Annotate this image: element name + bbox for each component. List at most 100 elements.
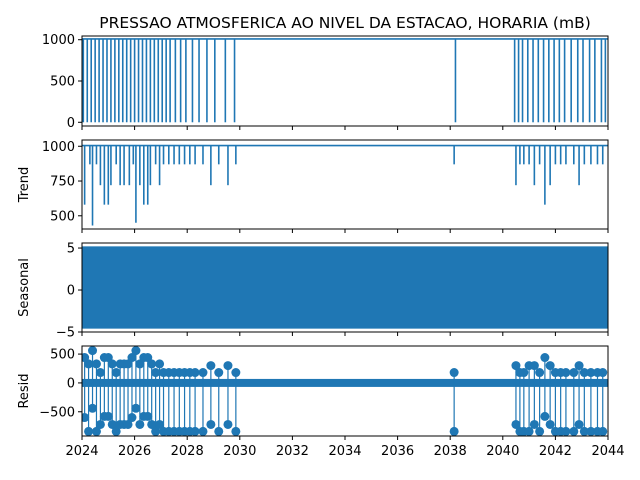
resid-point-lower-30	[223, 419, 233, 429]
resid-point-upper-35	[519, 368, 529, 378]
x-tick-label-10: 2044	[591, 444, 624, 459]
resid-point-lower-44	[569, 426, 579, 436]
panel-trend: 500 750 1000 Trend	[17, 139, 609, 233]
resid-point-upper-43	[561, 368, 571, 378]
resid-point-upper-30	[223, 361, 233, 371]
x-tick-label-9: 2042	[539, 444, 572, 459]
resid-point-upper-31	[231, 368, 241, 378]
resid-point-lower-17	[147, 419, 157, 429]
resid-point-upper-46	[579, 368, 589, 378]
panel-frame-observed	[81, 35, 609, 127]
resid-point-lower-3	[91, 426, 101, 436]
resid-point-lower-45	[574, 419, 584, 429]
resid-point-upper-33	[511, 361, 521, 371]
y-axis-title-trend: Trend	[17, 167, 32, 204]
resid-point-lower-36	[524, 426, 534, 436]
resid-zero-band	[82, 378, 608, 387]
resid-point-upper-49	[598, 368, 608, 378]
resid-point-upper-38	[535, 368, 545, 378]
chart-title: PRESSAO ATMOSFERICA AO NIVEL DA ESTACAO,…	[99, 14, 591, 32]
resid-point-upper-26	[190, 368, 200, 378]
plot-area-observed	[82, 38, 608, 123]
resid-point-lower-26	[190, 426, 200, 436]
y-tick-label-observed-2: 1000	[42, 33, 75, 48]
y-tick-label-seasonal-0: −5	[56, 326, 75, 341]
resid-point-lower-38	[535, 426, 545, 436]
resid-point-lower-0	[82, 413, 90, 423]
resid-point-lower-47	[586, 426, 596, 436]
resid-point-upper-2	[88, 346, 98, 356]
panel-seasonal: −5 0 5 Seasonal	[17, 242, 609, 341]
resid-point-lower-1	[84, 426, 94, 436]
resid-point-upper-40	[545, 361, 555, 371]
resid-point-lower-32	[449, 426, 459, 436]
resid-point-upper-3	[91, 359, 101, 369]
panels-group: 0 500 1000 500 750 1000 Trend −5 0 5 Seasonal −500 0…	[17, 33, 625, 459]
resid-point-lower-27	[198, 426, 208, 436]
seasonal-band	[82, 246, 608, 329]
resid-point-lower-7	[107, 419, 117, 429]
resid-point-lower-28	[206, 419, 216, 429]
plot-area-trend	[82, 144, 608, 226]
x-tick-label-4: 2032	[276, 444, 309, 459]
resid-point-lower-29	[214, 426, 224, 436]
resid-point-upper-13	[131, 346, 141, 356]
y-axis-title-seasonal: Seasonal	[17, 258, 32, 317]
y-tick-label-observed-1: 500	[50, 75, 75, 90]
y-tick-label-trend-1: 750	[50, 175, 75, 190]
resid-point-lower-6	[103, 411, 113, 421]
x-tick-label-2: 2028	[171, 444, 204, 459]
resid-point-upper-39	[540, 353, 550, 363]
y-tick-label-seasonal-1: 0	[67, 284, 75, 299]
y-tick-label-resid-0: −500	[39, 405, 75, 420]
resid-point-upper-12	[127, 353, 137, 363]
x-tick-label-1: 2026	[118, 444, 151, 459]
resid-point-lower-4	[95, 419, 105, 429]
resid-point-lower-2	[88, 403, 98, 413]
resid-point-upper-32	[449, 368, 459, 378]
resid-point-upper-45	[574, 361, 584, 371]
resid-point-upper-28	[206, 361, 216, 371]
plot-area-resid	[82, 346, 608, 436]
y-tick-label-resid-2: 500	[50, 348, 75, 363]
resid-point-lower-13	[131, 403, 141, 413]
y-tick-label-trend-2: 1000	[42, 140, 75, 155]
resid-point-lower-18	[151, 426, 161, 436]
resid-point-lower-49	[598, 426, 608, 436]
x-tick-label-0: 2024	[65, 444, 98, 459]
resid-point-lower-11	[123, 419, 133, 429]
resid-point-lower-8	[111, 426, 121, 436]
y-tick-label-trend-0: 500	[50, 209, 75, 224]
plot-area-seasonal	[82, 246, 608, 329]
panel-observed: 0 500 1000	[42, 33, 609, 131]
resid-point-upper-29	[214, 368, 224, 378]
x-tick-label-3: 2030	[223, 444, 256, 459]
resid-point-lower-33	[511, 419, 521, 429]
y-tick-label-resid-1: 0	[67, 376, 75, 391]
resid-point-lower-40	[545, 419, 555, 429]
resid-point-lower-19	[155, 419, 165, 429]
y-axis-title-resid: Resid	[17, 373, 32, 408]
y-tick-label-seasonal-2: 5	[67, 242, 75, 257]
x-tick-label-8: 2040	[486, 444, 519, 459]
resid-point-upper-7	[107, 359, 117, 369]
resid-point-upper-47	[586, 368, 596, 378]
resid-point-upper-8	[111, 368, 121, 378]
resid-point-upper-4	[95, 368, 105, 378]
resid-point-lower-31	[231, 426, 241, 436]
resid-point-lower-46	[579, 426, 589, 436]
resid-point-upper-44	[569, 368, 579, 378]
resid-point-upper-1	[84, 359, 94, 369]
resid-point-lower-12	[127, 413, 137, 423]
panel-resid: −500 0 500 2024 2026 2028 2030 2032 2034 2036 2038…	[17, 345, 625, 459]
resid-point-lower-37	[529, 419, 539, 429]
resid-point-lower-43	[561, 426, 571, 436]
x-tick-label-7: 2038	[434, 444, 467, 459]
x-tick-label-6: 2036	[381, 444, 414, 459]
resid-point-upper-18	[151, 368, 161, 378]
resid-point-upper-27	[198, 368, 208, 378]
resid-point-lower-39	[540, 411, 550, 421]
y-tick-label-observed-0: 0	[67, 116, 75, 131]
resid-point-upper-37	[529, 361, 539, 371]
